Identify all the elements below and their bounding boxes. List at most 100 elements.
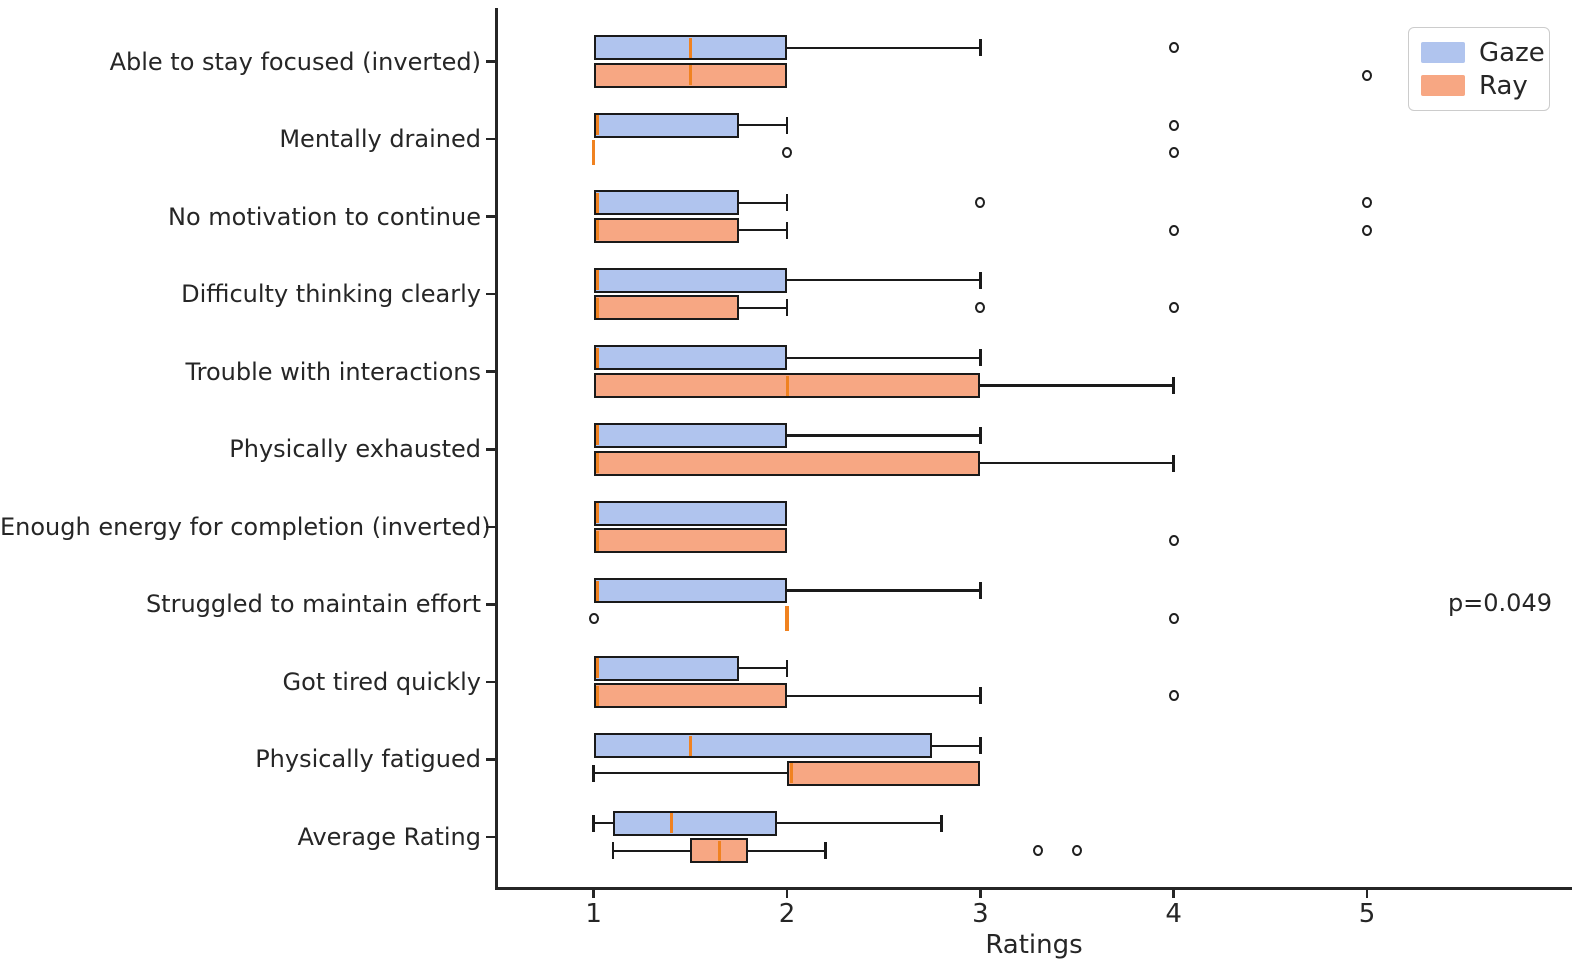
median-line xyxy=(596,297,600,318)
whisker-cap-high xyxy=(979,426,982,444)
whisker-cap-high xyxy=(979,39,982,57)
whisker-cap-high xyxy=(979,349,982,367)
y-tick-mark xyxy=(486,448,495,451)
collapsed-box-median xyxy=(785,605,789,631)
box-ray xyxy=(593,683,788,709)
box-gaze xyxy=(593,500,788,526)
median-line xyxy=(785,375,789,396)
y-tick-mark xyxy=(486,292,495,296)
whisker-high xyxy=(738,306,787,310)
whisker-cap-high xyxy=(785,659,789,677)
category-label: Average Rating xyxy=(297,823,481,851)
outlier-point xyxy=(1168,224,1179,236)
x-tick-mark xyxy=(592,889,595,898)
whisker-cap-low xyxy=(611,842,615,860)
whisker-high xyxy=(738,124,787,127)
whisker-high xyxy=(777,822,942,825)
whisker-cap-high xyxy=(1172,377,1175,394)
whisker-cap-high xyxy=(1172,454,1175,472)
whisker-cap-high xyxy=(785,299,789,317)
x-tick-mark xyxy=(1172,889,1175,898)
whisker-cap-high xyxy=(785,194,789,212)
whisker-high xyxy=(748,849,826,852)
legend-swatch-gaze xyxy=(1421,42,1465,63)
whisker-high xyxy=(932,744,981,747)
median-line xyxy=(596,425,600,446)
category-label: Struggled to maintain effort xyxy=(145,590,481,619)
x-tick-label: 1 xyxy=(585,899,602,929)
outlier-point xyxy=(1168,42,1179,54)
collapsed-box-median xyxy=(591,140,596,166)
x-axis-spine xyxy=(495,887,1572,890)
y-axis-spine xyxy=(495,8,498,889)
outlier-point xyxy=(1168,302,1179,314)
median-line xyxy=(717,840,721,861)
whisker-high xyxy=(980,384,1174,387)
y-tick-mark xyxy=(486,60,495,63)
y-tick-mark xyxy=(486,680,495,684)
x-tick-label: 4 xyxy=(1165,899,1182,929)
y-tick-mark xyxy=(486,370,495,373)
y-tick-mark xyxy=(486,137,495,141)
box-ray xyxy=(593,450,981,476)
box-gaze xyxy=(593,422,788,448)
category-label: Mentally drained xyxy=(279,125,481,154)
outlier-point xyxy=(975,197,986,209)
x-tick-label: 2 xyxy=(778,899,796,929)
whisker-cap-high xyxy=(979,737,982,755)
whisker-cap-low xyxy=(592,764,595,782)
whisker-cap-high xyxy=(940,814,943,832)
median-line xyxy=(596,530,600,551)
x-tick-label: 3 xyxy=(972,899,989,929)
x-tick-mark xyxy=(1365,889,1369,898)
outlier-point xyxy=(975,302,986,314)
median-line xyxy=(688,65,692,86)
median-line xyxy=(688,37,692,58)
whisker-high xyxy=(787,694,981,697)
median-line xyxy=(596,453,600,474)
x-axis-label: Ratings xyxy=(985,930,1083,960)
outlier-point xyxy=(1072,845,1083,857)
legend-label: Ray xyxy=(1479,70,1528,101)
whisker-high xyxy=(738,667,787,670)
whisker-cap-high xyxy=(785,221,789,239)
p-value-annotation: p=0.049 xyxy=(1447,589,1552,618)
outlier-point xyxy=(1362,224,1373,236)
median-line xyxy=(596,220,600,241)
whisker-high xyxy=(738,201,787,204)
outlier-point xyxy=(782,147,793,159)
category-label: Got tired quickly xyxy=(282,667,481,696)
box-gaze xyxy=(593,267,788,293)
outlier-point xyxy=(1033,845,1044,857)
box-ray xyxy=(593,217,739,243)
x-tick-label: 5 xyxy=(1358,899,1376,929)
median-line xyxy=(789,763,793,784)
category-label: Difficulty thinking clearly xyxy=(181,280,481,309)
legend-label: Gaze xyxy=(1479,37,1545,68)
whisker-cap-high xyxy=(979,687,982,705)
median-line xyxy=(596,658,600,679)
outlier-point xyxy=(1168,612,1179,624)
whisker-high xyxy=(787,434,981,437)
outlier-point xyxy=(1362,197,1373,209)
whisker-cap-high xyxy=(979,582,982,600)
legend-entry-gaze: Gaze xyxy=(1421,36,1549,69)
outlier-point xyxy=(1168,147,1179,159)
median-line xyxy=(669,813,673,834)
y-tick-mark xyxy=(486,215,495,218)
median-line xyxy=(596,580,600,601)
outlier-point xyxy=(1168,690,1179,702)
median-line xyxy=(688,735,692,756)
whisker-cap-low xyxy=(592,814,595,832)
box-gaze xyxy=(593,112,739,138)
outlier-point xyxy=(1362,69,1373,81)
legend-entry-ray: Ray xyxy=(1421,69,1549,102)
outlier-point xyxy=(1168,119,1179,131)
box-gaze xyxy=(593,190,739,216)
y-tick-mark xyxy=(486,525,495,529)
box-gaze xyxy=(593,655,739,681)
whisker-high xyxy=(787,46,981,49)
box-ray xyxy=(787,760,981,786)
median-line xyxy=(596,192,600,213)
outlier-point xyxy=(588,612,599,624)
